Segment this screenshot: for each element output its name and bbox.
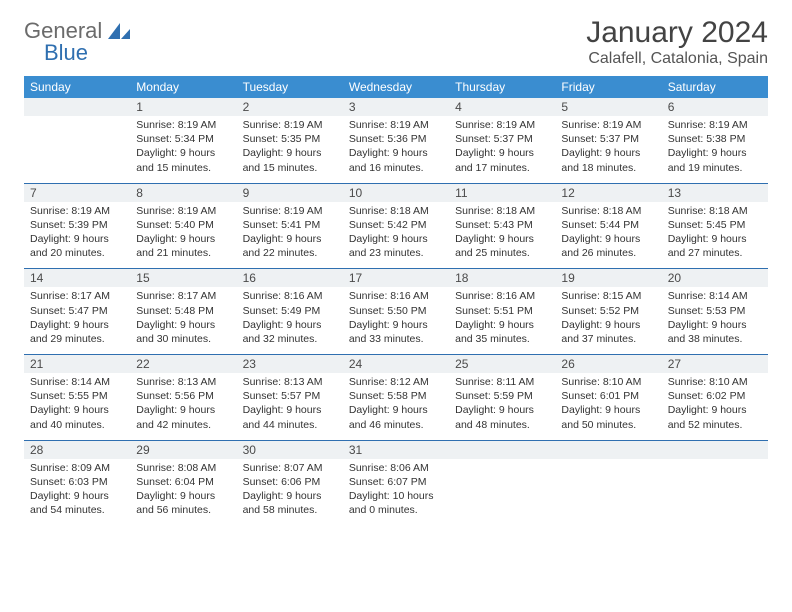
day-detail-cell: Sunrise: 8:19 AMSunset: 5:40 PMDaylight:… [130, 202, 236, 269]
day-number-cell: 4 [449, 98, 555, 116]
day-number-cell: 19 [555, 269, 661, 287]
daynum-row: 21222324252627 [24, 355, 768, 373]
day-detail-cell: Sunrise: 8:17 AMSunset: 5:48 PMDaylight:… [130, 287, 236, 354]
daynum-row: 14151617181920 [24, 269, 768, 287]
day-number-cell: 31 [343, 441, 449, 459]
day-detail-cell: Sunrise: 8:19 AMSunset: 5:41 PMDaylight:… [237, 202, 343, 269]
brand-sail-icon [106, 21, 132, 41]
day-number-cell: 11 [449, 184, 555, 202]
day-number-cell: 10 [343, 184, 449, 202]
day-number-cell: 24 [343, 355, 449, 373]
day-detail-cell [662, 459, 768, 526]
weekday-header: Tuesday [237, 76, 343, 98]
day-detail-cell: Sunrise: 8:16 AMSunset: 5:51 PMDaylight:… [449, 287, 555, 354]
day-number-cell: 6 [662, 98, 768, 116]
day-number-cell: 30 [237, 441, 343, 459]
day-number-cell: 16 [237, 269, 343, 287]
day-detail-cell: Sunrise: 8:17 AMSunset: 5:47 PMDaylight:… [24, 287, 130, 354]
day-number-cell: 17 [343, 269, 449, 287]
day-number-cell: 2 [237, 98, 343, 116]
day-number-cell: 3 [343, 98, 449, 116]
day-number-cell: 28 [24, 441, 130, 459]
day-number-cell: 7 [24, 184, 130, 202]
day-number-cell: 12 [555, 184, 661, 202]
weekday-header: Monday [130, 76, 236, 98]
month-title: January 2024 [586, 18, 768, 48]
day-number-cell: 23 [237, 355, 343, 373]
day-detail-cell: Sunrise: 8:19 AMSunset: 5:37 PMDaylight:… [449, 116, 555, 183]
day-detail-cell: Sunrise: 8:15 AMSunset: 5:52 PMDaylight:… [555, 287, 661, 354]
day-detail-cell: Sunrise: 8:19 AMSunset: 5:38 PMDaylight:… [662, 116, 768, 183]
day-number-cell: 25 [449, 355, 555, 373]
day-detail-row: Sunrise: 8:19 AMSunset: 5:39 PMDaylight:… [24, 202, 768, 269]
day-number-cell: 1 [130, 98, 236, 116]
day-number-cell [555, 441, 661, 459]
weekday-header: Sunday [24, 76, 130, 98]
day-detail-row: Sunrise: 8:09 AMSunset: 6:03 PMDaylight:… [24, 459, 768, 526]
weekday-header: Friday [555, 76, 661, 98]
day-detail-cell: Sunrise: 8:16 AMSunset: 5:50 PMDaylight:… [343, 287, 449, 354]
day-number-cell: 27 [662, 355, 768, 373]
calendar-table: Sunday Monday Tuesday Wednesday Thursday… [24, 76, 768, 525]
day-detail-cell: Sunrise: 8:14 AMSunset: 5:53 PMDaylight:… [662, 287, 768, 354]
weekday-header: Wednesday [343, 76, 449, 98]
day-detail-cell: Sunrise: 8:14 AMSunset: 5:55 PMDaylight:… [24, 373, 130, 440]
day-number-cell: 21 [24, 355, 130, 373]
day-number-cell: 5 [555, 98, 661, 116]
day-number-cell: 14 [24, 269, 130, 287]
day-detail-cell [24, 116, 130, 183]
day-detail-cell: Sunrise: 8:07 AMSunset: 6:06 PMDaylight:… [237, 459, 343, 526]
day-detail-cell: Sunrise: 8:13 AMSunset: 5:57 PMDaylight:… [237, 373, 343, 440]
location-subtitle: Calafell, Catalonia, Spain [586, 50, 768, 68]
day-detail-cell: Sunrise: 8:19 AMSunset: 5:34 PMDaylight:… [130, 116, 236, 183]
day-detail-cell: Sunrise: 8:10 AMSunset: 6:01 PMDaylight:… [555, 373, 661, 440]
daynum-row: 123456 [24, 98, 768, 116]
day-detail-cell: Sunrise: 8:19 AMSunset: 5:37 PMDaylight:… [555, 116, 661, 183]
day-detail-cell: Sunrise: 8:18 AMSunset: 5:44 PMDaylight:… [555, 202, 661, 269]
daynum-row: 28293031 [24, 441, 768, 459]
day-number-cell: 9 [237, 184, 343, 202]
day-detail-cell: Sunrise: 8:12 AMSunset: 5:58 PMDaylight:… [343, 373, 449, 440]
day-number-cell: 20 [662, 269, 768, 287]
weekday-header-row: Sunday Monday Tuesday Wednesday Thursday… [24, 76, 768, 98]
brand-word2: Blue [44, 40, 88, 65]
day-detail-row: Sunrise: 8:14 AMSunset: 5:55 PMDaylight:… [24, 373, 768, 440]
weekday-header: Saturday [662, 76, 768, 98]
day-number-cell [662, 441, 768, 459]
day-number-cell [449, 441, 555, 459]
day-detail-cell: Sunrise: 8:06 AMSunset: 6:07 PMDaylight:… [343, 459, 449, 526]
daynum-row: 78910111213 [24, 184, 768, 202]
day-detail-cell: Sunrise: 8:18 AMSunset: 5:45 PMDaylight:… [662, 202, 768, 269]
day-detail-cell [555, 459, 661, 526]
day-detail-cell: Sunrise: 8:08 AMSunset: 6:04 PMDaylight:… [130, 459, 236, 526]
day-number-cell: 26 [555, 355, 661, 373]
day-detail-cell [449, 459, 555, 526]
day-number-cell: 29 [130, 441, 236, 459]
day-detail-cell: Sunrise: 8:18 AMSunset: 5:42 PMDaylight:… [343, 202, 449, 269]
day-number-cell: 18 [449, 269, 555, 287]
day-detail-cell: Sunrise: 8:19 AMSunset: 5:39 PMDaylight:… [24, 202, 130, 269]
day-number-cell: 22 [130, 355, 236, 373]
day-detail-row: Sunrise: 8:19 AMSunset: 5:34 PMDaylight:… [24, 116, 768, 183]
day-detail-cell: Sunrise: 8:09 AMSunset: 6:03 PMDaylight:… [24, 459, 130, 526]
day-detail-cell: Sunrise: 8:19 AMSunset: 5:35 PMDaylight:… [237, 116, 343, 183]
day-detail-cell: Sunrise: 8:11 AMSunset: 5:59 PMDaylight:… [449, 373, 555, 440]
day-detail-cell: Sunrise: 8:16 AMSunset: 5:49 PMDaylight:… [237, 287, 343, 354]
day-detail-cell: Sunrise: 8:18 AMSunset: 5:43 PMDaylight:… [449, 202, 555, 269]
day-detail-row: Sunrise: 8:17 AMSunset: 5:47 PMDaylight:… [24, 287, 768, 354]
day-detail-cell: Sunrise: 8:13 AMSunset: 5:56 PMDaylight:… [130, 373, 236, 440]
day-number-cell: 13 [662, 184, 768, 202]
day-number-cell [24, 98, 130, 116]
weekday-header: Thursday [449, 76, 555, 98]
day-number-cell: 8 [130, 184, 236, 202]
day-detail-cell: Sunrise: 8:10 AMSunset: 6:02 PMDaylight:… [662, 373, 768, 440]
day-number-cell: 15 [130, 269, 236, 287]
day-detail-cell: Sunrise: 8:19 AMSunset: 5:36 PMDaylight:… [343, 116, 449, 183]
